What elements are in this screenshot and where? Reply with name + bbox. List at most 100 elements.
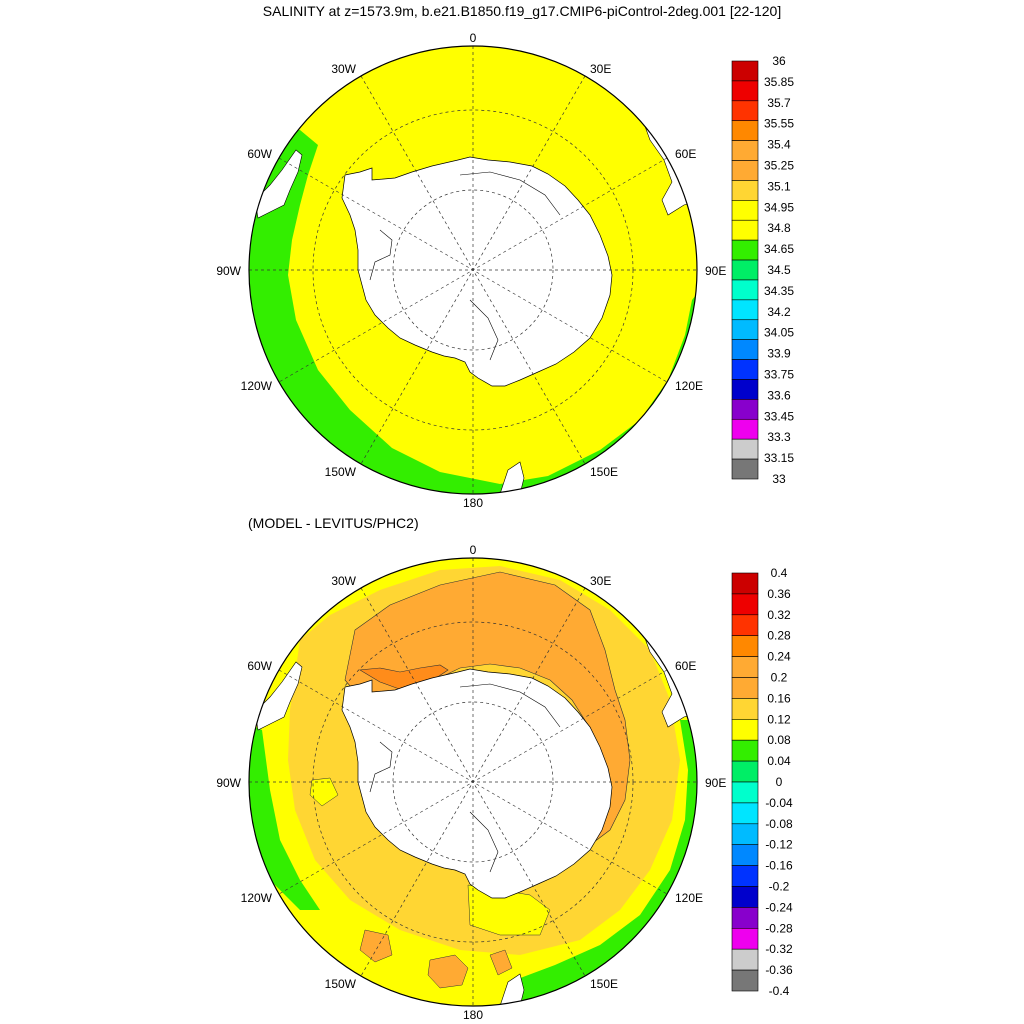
lon-label-30e: 30E: [590, 62, 611, 76]
colorbar-tick-label: 0.12: [767, 712, 791, 726]
colorbar-swatch: [731, 219, 759, 241]
colorbar-tick-label: 35.1: [767, 179, 791, 193]
colorbar-tick-label: -0.24: [765, 900, 793, 914]
land-new-zealand: [499, 461, 525, 494]
colorbar-swatch: [731, 60, 759, 82]
colorbar-tick-label: 34.5: [767, 263, 791, 277]
colorbar-swatch: [731, 698, 759, 720]
grid-lines-top: [249, 46, 697, 494]
colorbar-tick-label: -0.04: [765, 796, 793, 810]
salinity-colorbar: 36 35.85 35.7 35.55 35.4 35.25 35.1 34.95 34.8 34…: [731, 54, 794, 486]
colorbar-swatch: [731, 160, 759, 181]
lon-label-180: 180: [463, 496, 483, 510]
difference-map: 0 180 90W 90E 30W 30E 60W 60E 120W 120E …: [216, 543, 726, 1022]
diff-lon-label-60e: 60E: [675, 659, 696, 673]
colorbar-tick-label: 34.95: [764, 200, 794, 214]
colorbar-swatch: [731, 399, 759, 420]
colorbar-tick-label: 0.24: [767, 650, 791, 664]
colorbar-tick-label: 36: [772, 54, 786, 68]
colorbar-swatch: [731, 907, 759, 929]
colorbar-swatch: [731, 948, 759, 971]
colorbar-tick-label: 33.6: [767, 388, 791, 402]
colorbar-swatch: [731, 140, 759, 161]
colorbar-swatch: [731, 886, 759, 908]
colorbar-swatch: [731, 593, 759, 616]
diff-lon-label-30e: 30E: [590, 574, 611, 588]
lon-label-90w: 90W: [216, 264, 241, 278]
colorbar-tick-label: 33.75: [764, 368, 794, 382]
colorbar-swatch: [731, 299, 759, 321]
colorbar-swatch: [731, 760, 759, 783]
colorbar-swatch: [731, 259, 759, 281]
diff-land-new-zealand: [499, 973, 525, 1006]
lon-label-30w: 30W: [331, 62, 356, 76]
difference-colorbar: 0.4 0.36 0.32 0.28 0.24 0.2 0.16 0.12 0.08 0.04 0 -…: [731, 566, 793, 998]
colorbar-swatch: [731, 359, 759, 380]
colorbar-tick-label: 0.28: [767, 629, 791, 643]
colorbar-tick-label: 0.04: [767, 754, 791, 768]
colorbar-tick-label: 35.7: [767, 96, 791, 110]
colorbar-swatch: [731, 614, 759, 636]
colorbar-tick-label: -0.4: [769, 984, 790, 998]
colorbar-tick-label: 33.9: [767, 347, 791, 361]
colorbar-swatch: [731, 239, 759, 261]
colorbar-tick-label: 35.25: [764, 159, 794, 173]
colorbar-tick-label: 0.32: [767, 608, 791, 622]
lon-label-120w: 120W: [241, 379, 273, 393]
colorbar-swatch: [731, 180, 759, 201]
colorbar-tick-label: -0.08: [765, 817, 793, 831]
colorbar-swatch: [731, 339, 759, 360]
colorbar-tick-label: 0.16: [767, 691, 791, 705]
diff-antarctica-coastline-detail: [369, 683, 561, 873]
colorbar-tick-label: 0: [776, 775, 783, 789]
antarctica-continent: [341, 156, 613, 387]
colorbar-tick-label: -0.28: [765, 921, 793, 935]
colorbar-tick-label: -0.16: [765, 859, 793, 873]
colorbar-tick-label: -0.12: [765, 838, 793, 852]
colorbar-tick-label: -0.36: [765, 963, 793, 977]
diff-blob-2: [359, 929, 393, 963]
colorbar-swatch: [731, 677, 759, 699]
diff-lon-label-60w: 60W: [247, 659, 272, 673]
lon-label-150e: 150E: [590, 465, 618, 479]
colorbar-tick-label: 33.3: [767, 430, 791, 444]
lon-label-120e: 120E: [675, 379, 703, 393]
diff-lon-label-150w: 150W: [325, 977, 357, 991]
colorbar-tick-label: 33.15: [764, 451, 794, 465]
diff-lon-label-180: 180: [463, 1008, 483, 1022]
salinity-map: 0 180 90W 90E 30W 30E 60W 60E 120W 120E …: [216, 31, 726, 510]
difference-title: (MODEL - LEVITUS/PHC2): [248, 515, 419, 531]
colorbar-tick-label: 34.35: [764, 284, 794, 298]
colorbar-tick-label: 33: [772, 472, 786, 486]
diff-antarctica-continent: [341, 668, 613, 899]
colorbar-swatch: [731, 438, 759, 460]
colorbar-swatch: [731, 844, 759, 866]
colorbar-tick-label: 0.08: [767, 733, 791, 747]
lon-label-0: 0: [470, 31, 477, 45]
colorbar-swatch: [731, 100, 759, 122]
diff-blob-3: [489, 949, 513, 976]
colorbar-swatch: [731, 572, 759, 595]
diff-blob-4: [309, 777, 339, 807]
colorbar-tick-label: 34.2: [767, 305, 791, 319]
colorbar-tick-label: 35.4: [767, 138, 791, 152]
colorbar-swatch: [731, 781, 759, 804]
diff-lon-label-90e: 90E: [705, 776, 726, 790]
colorbar-tick-label: 35.85: [764, 75, 794, 89]
colorbar-swatch: [731, 802, 759, 825]
lon-label-60w: 60W: [247, 147, 272, 161]
colorbar-swatch: [731, 379, 759, 400]
colorbar-tick-label: 0.4: [771, 566, 788, 580]
colorbar-tick-label: 34.8: [767, 221, 791, 235]
colorbar-swatch: [731, 418, 759, 440]
colorbar-tick-label: 0.36: [767, 587, 791, 601]
diff-blob-1: [427, 954, 469, 989]
diff-land-south-america: [254, 661, 303, 731]
diff-lon-label-0: 0: [470, 543, 477, 557]
diff-lon-label-30w: 30W: [331, 574, 356, 588]
colorbar-swatch: [731, 635, 759, 657]
map-boundary-top: [248, 45, 698, 495]
colorbar-tick-label: 34.65: [764, 242, 794, 256]
grid-lines-bottom: [249, 558, 697, 1006]
